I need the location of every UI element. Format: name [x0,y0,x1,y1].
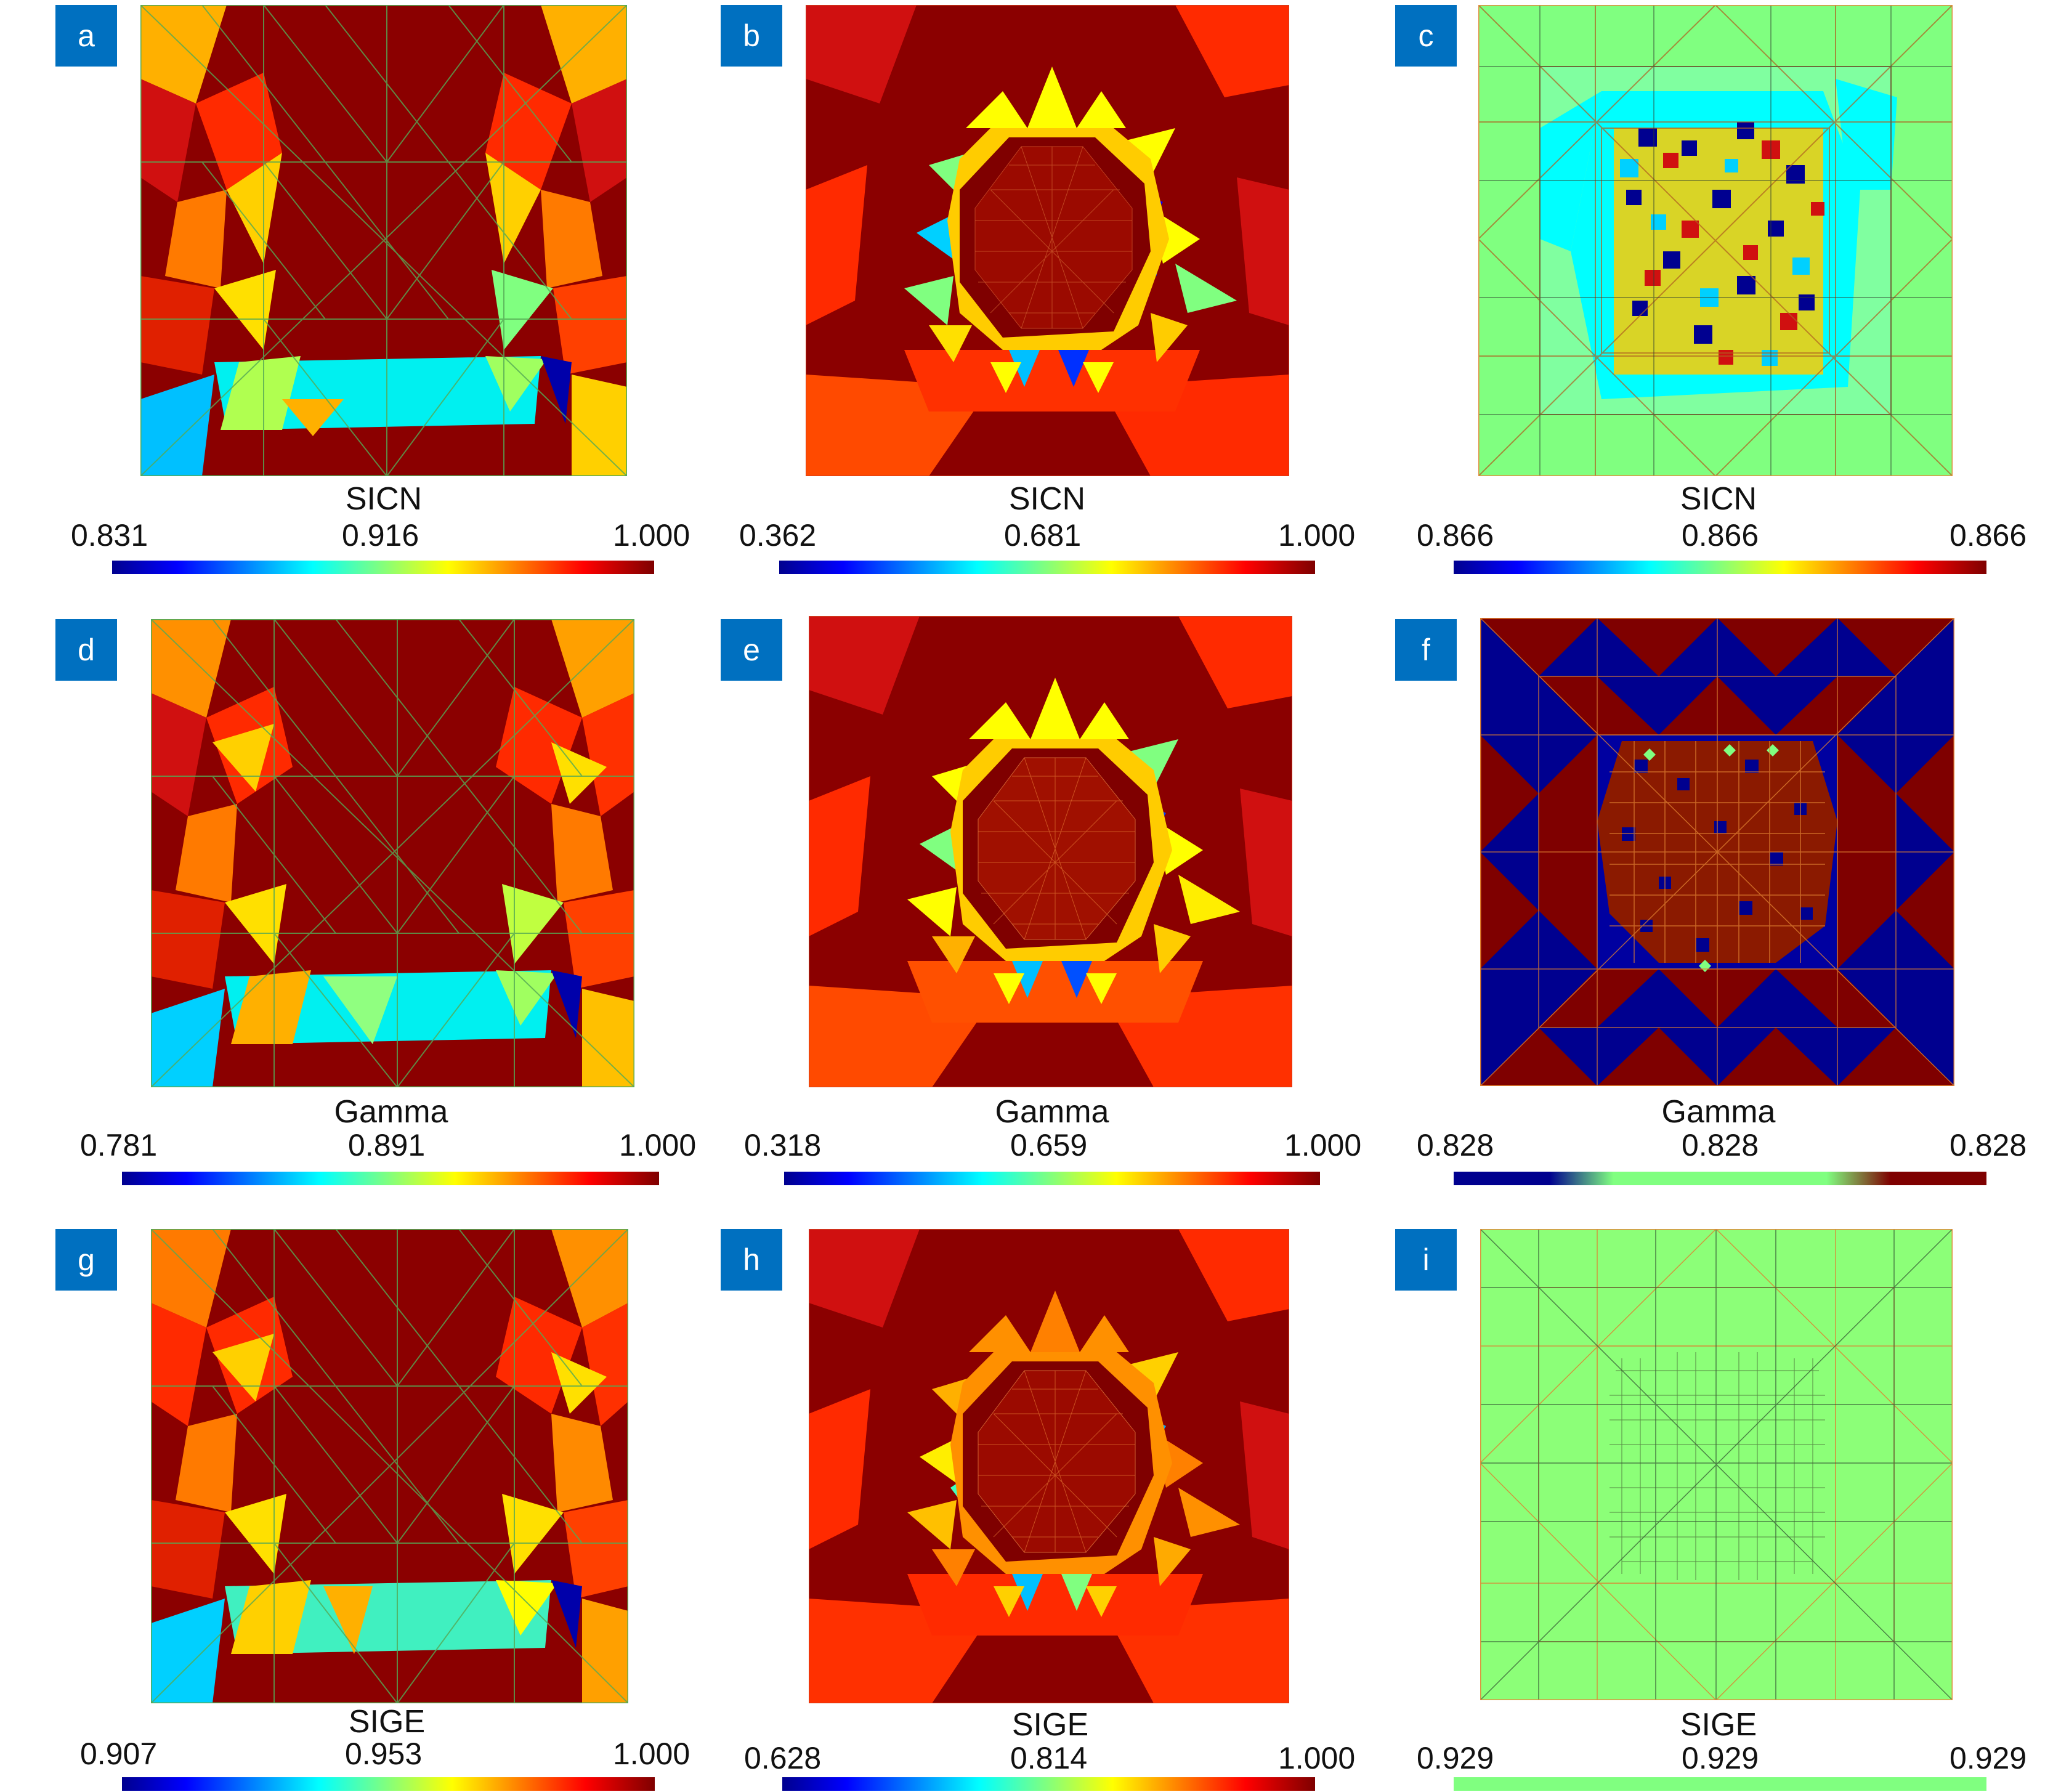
colorbar-i [1454,1777,1986,1791]
panel-label-f: f [1395,619,1457,681]
colorbar-max-g: 1.000 [613,1737,690,1771]
panel-label-b: b [721,5,782,67]
colorbar-title-i: SIGE [1680,1707,1757,1743]
colorbar-mid-e: 0.659 [1010,1128,1088,1162]
panel-label-d: d [55,619,117,681]
colorbar-title-f: Gamma [1661,1094,1776,1130]
mesh-a [140,5,627,476]
colorbar-d [122,1172,659,1185]
colorbar-b [779,561,1315,574]
mesh-i [1480,1229,1953,1700]
panel-label-a: a [55,5,117,67]
colorbar-min-g: 0.907 [80,1737,158,1771]
colorbar-e [784,1172,1320,1185]
colorbar-max-c: 0.866 [1950,518,2027,553]
panel-label-e: e [721,619,782,681]
colorbar-mid-a: 0.916 [342,518,419,553]
panel-label-c: c [1395,5,1457,67]
colorbar-mid-c: 0.866 [1682,518,1759,553]
mesh-c [1478,5,1953,476]
colorbar-h [782,1777,1315,1791]
colorbar-title-a: SICN [345,481,423,517]
colorbar-min-d: 0.781 [80,1128,158,1162]
colorbar-max-a: 1.000 [613,518,690,553]
colorbar-min-b: 0.362 [739,518,817,553]
colorbar-min-c: 0.866 [1417,518,1494,553]
colorbar-max-f: 0.828 [1950,1128,2027,1162]
panel-label-i: i [1395,1229,1457,1291]
colorbar-g [122,1777,655,1791]
colorbar-f [1454,1172,1986,1185]
colorbar-max-d: 1.000 [619,1128,697,1162]
colorbar-min-h: 0.628 [744,1741,822,1775]
colorbar-title-c: SICN [1680,481,1757,517]
mesh-e [809,616,1292,1087]
colorbar-title-b: SICN [1008,481,1086,517]
colorbar-max-e: 1.000 [1284,1128,1362,1162]
mesh-h [809,1229,1289,1703]
colorbar-mid-h: 0.814 [1010,1741,1088,1775]
colorbar-title-d: Gamma [334,1094,448,1130]
colorbar-a [112,561,654,574]
panel-label-h: h [721,1229,782,1291]
mesh-b [806,5,1289,476]
colorbar-min-i: 0.929 [1417,1741,1494,1775]
colorbar-mid-d: 0.891 [348,1128,426,1162]
colorbar-mid-f: 0.828 [1682,1128,1759,1162]
mesh-f [1480,618,1954,1086]
colorbar-max-h: 1.000 [1278,1741,1356,1775]
colorbar-min-e: 0.318 [744,1128,822,1162]
colorbar-mid-g: 0.953 [345,1737,423,1771]
colorbar-title-g: SIGE [348,1704,426,1740]
colorbar-c [1454,561,1986,574]
colorbar-mid-b: 0.681 [1004,518,1082,553]
mesh-d [151,619,634,1087]
colorbar-max-i: 0.929 [1950,1741,2027,1775]
colorbar-title-h: SIGE [1011,1707,1089,1743]
panel-label-g: g [55,1229,117,1291]
colorbar-mid-i: 0.929 [1682,1741,1759,1775]
colorbar-min-f: 0.828 [1417,1128,1494,1162]
mesh-g [151,1229,628,1703]
colorbar-max-b: 1.000 [1278,518,1356,553]
colorbar-min-a: 0.831 [71,518,148,553]
colorbar-title-e: Gamma [995,1094,1109,1130]
